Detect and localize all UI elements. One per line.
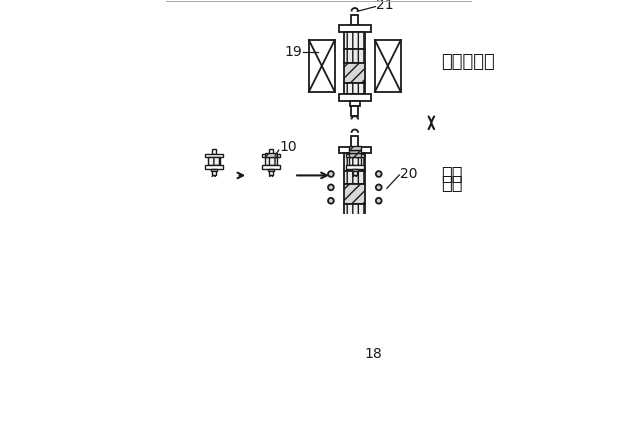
Text: 21: 21 [376, 0, 394, 12]
Bar [339, 25, 371, 32]
Bar [344, 49, 365, 62]
Bar [339, 330, 371, 336]
Bar [344, 153, 365, 171]
Bar [346, 165, 364, 169]
Bar [205, 165, 223, 169]
Bar [344, 62, 365, 83]
Text: 19: 19 [284, 45, 302, 59]
Bar [349, 101, 360, 106]
Bar [344, 318, 365, 330]
Bar [349, 157, 360, 165]
Bar [351, 341, 358, 351]
Text: 18: 18 [364, 347, 382, 361]
Bar [344, 285, 365, 298]
Text: 10: 10 [280, 140, 298, 154]
Circle shape [328, 171, 334, 177]
Bar [344, 32, 365, 49]
Bar [339, 94, 371, 101]
Bar [208, 157, 220, 165]
Bar [266, 153, 277, 157]
Bar [344, 171, 365, 184]
Bar [309, 40, 335, 92]
Bar [375, 40, 401, 92]
Bar [262, 165, 280, 169]
Bar [346, 154, 364, 157]
Bar [349, 150, 360, 153]
Bar [344, 184, 365, 204]
Text: 加熱: 加熱 [441, 174, 463, 193]
Bar [353, 171, 356, 175]
Bar [269, 149, 273, 154]
Bar [351, 227, 358, 238]
Bar [266, 157, 277, 165]
Bar [344, 298, 365, 318]
Circle shape [376, 198, 381, 204]
Bar [212, 171, 216, 175]
Bar [262, 154, 280, 157]
Bar [339, 147, 371, 153]
Text: 配向、消磁: 配向、消磁 [441, 53, 495, 71]
Bar [349, 336, 360, 341]
Bar [211, 169, 216, 171]
Bar [349, 153, 360, 157]
Bar [339, 215, 371, 222]
Bar [205, 154, 223, 157]
Circle shape [328, 198, 334, 204]
Bar [351, 106, 358, 116]
Bar [349, 222, 360, 227]
Bar [351, 136, 358, 147]
Circle shape [376, 171, 381, 177]
Bar [344, 267, 365, 285]
Bar [268, 169, 274, 171]
Bar [344, 83, 365, 94]
Bar [349, 146, 360, 150]
Text: 段穌: 段穌 [441, 166, 463, 184]
Circle shape [328, 185, 334, 190]
Bar [351, 250, 358, 260]
Bar [351, 15, 358, 25]
Circle shape [376, 185, 381, 190]
Bar [353, 149, 356, 154]
Bar [352, 169, 358, 171]
Bar [344, 204, 365, 215]
Bar [212, 149, 216, 154]
Bar [339, 260, 371, 267]
Bar [269, 171, 273, 175]
Text: 20: 20 [400, 167, 418, 181]
